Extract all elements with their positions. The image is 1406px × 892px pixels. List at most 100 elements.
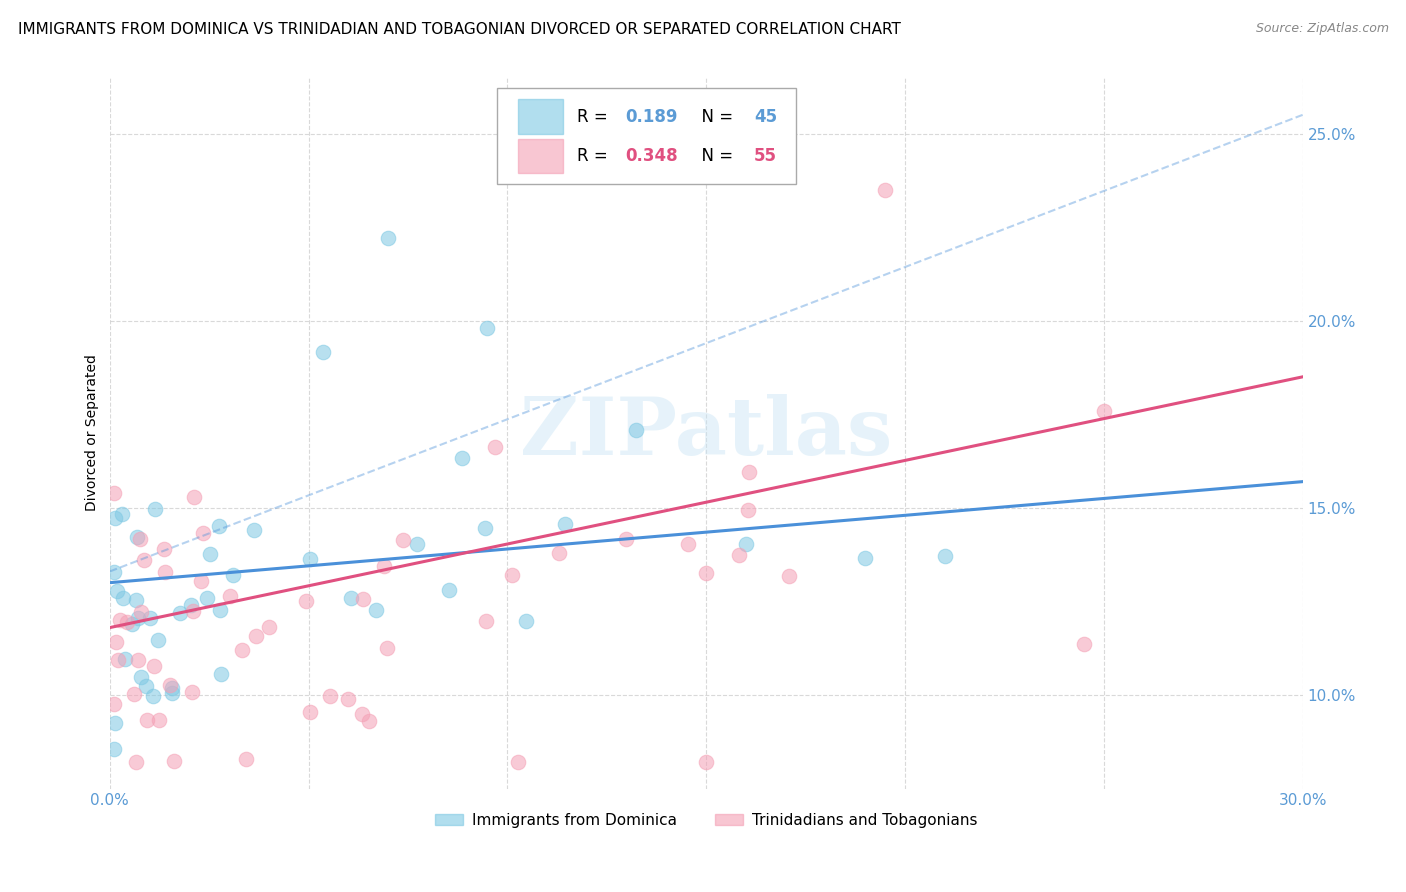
FancyBboxPatch shape	[517, 100, 562, 134]
Point	[181, 604, 204, 618]
Point	[136, 713, 159, 727]
Point	[122, 687, 145, 701]
Point	[195, 591, 218, 606]
Point	[146, 632, 169, 647]
Text: 0.348: 0.348	[626, 146, 678, 165]
Point	[125, 756, 148, 770]
Point	[208, 519, 231, 533]
Point	[1073, 637, 1095, 651]
Point	[153, 542, 176, 557]
Point	[132, 553, 155, 567]
Point	[128, 532, 150, 546]
Point	[737, 503, 759, 517]
Point	[104, 635, 127, 649]
Point	[875, 183, 897, 197]
Point	[180, 685, 202, 699]
Point	[1092, 404, 1115, 418]
Text: Source: ZipAtlas.com: Source: ZipAtlas.com	[1256, 22, 1389, 36]
Point	[104, 715, 127, 730]
Point	[121, 616, 143, 631]
Point	[142, 690, 165, 704]
Point	[114, 652, 136, 666]
Point	[728, 548, 751, 562]
Point	[515, 614, 537, 628]
Point	[191, 526, 214, 541]
Point	[103, 565, 125, 579]
Point	[235, 751, 257, 765]
Point	[614, 532, 637, 546]
Point	[148, 714, 170, 728]
Text: ZIPatlas: ZIPatlas	[520, 394, 893, 472]
Point	[298, 552, 321, 566]
Point	[451, 451, 474, 466]
Point	[547, 546, 569, 560]
Point	[163, 754, 186, 768]
Point	[127, 530, 149, 544]
Point	[377, 231, 399, 245]
Text: 55: 55	[754, 146, 778, 165]
Point	[245, 629, 267, 643]
Text: 45: 45	[754, 108, 778, 126]
Point	[337, 692, 360, 706]
Point	[127, 611, 149, 625]
Point	[778, 568, 800, 582]
Point	[352, 591, 374, 606]
Point	[143, 501, 166, 516]
Point	[209, 603, 232, 617]
Point	[103, 698, 125, 712]
Point	[169, 606, 191, 620]
Point	[183, 490, 205, 504]
Point	[110, 613, 132, 627]
Point	[103, 486, 125, 500]
Point	[738, 465, 761, 479]
Point	[475, 614, 498, 628]
Text: IMMIGRANTS FROM DOMINICA VS TRINIDADIAN AND TOBAGONIAN DIVORCED OR SEPARATED COR: IMMIGRANTS FROM DOMINICA VS TRINIDADIAN …	[18, 22, 901, 37]
Point	[243, 523, 266, 537]
Text: 0.189: 0.189	[626, 108, 678, 126]
Point	[477, 321, 499, 335]
Point	[437, 582, 460, 597]
Point	[474, 521, 496, 535]
Point	[139, 611, 162, 625]
Point	[319, 689, 342, 703]
Point	[373, 559, 395, 574]
Point	[506, 756, 529, 770]
Point	[312, 345, 335, 359]
Point	[678, 537, 700, 551]
Point	[160, 686, 183, 700]
Point	[129, 670, 152, 684]
Point	[111, 508, 134, 522]
Y-axis label: Divorced or Separated: Divorced or Separated	[86, 354, 100, 511]
Point	[159, 678, 181, 692]
Point	[125, 592, 148, 607]
FancyBboxPatch shape	[517, 138, 562, 173]
Point	[350, 707, 373, 722]
Text: R =: R =	[578, 108, 613, 126]
Point	[484, 441, 506, 455]
Point	[104, 510, 127, 524]
Point	[853, 551, 876, 566]
Point	[143, 659, 166, 673]
Point	[295, 594, 318, 608]
Text: N =: N =	[690, 146, 738, 165]
Point	[162, 681, 184, 695]
Point	[299, 705, 322, 719]
Point	[153, 565, 176, 579]
Point	[554, 516, 576, 531]
Point	[501, 567, 523, 582]
FancyBboxPatch shape	[498, 88, 796, 184]
Point	[695, 756, 717, 770]
Point	[231, 643, 253, 657]
Point	[364, 603, 387, 617]
Point	[222, 568, 245, 582]
Text: N =: N =	[690, 108, 738, 126]
Point	[131, 605, 153, 619]
Point	[190, 574, 212, 589]
Point	[406, 536, 429, 550]
Point	[135, 679, 157, 693]
Point	[357, 714, 380, 728]
Point	[257, 620, 280, 634]
Point	[115, 615, 138, 629]
Text: R =: R =	[578, 146, 613, 165]
Point	[198, 547, 221, 561]
